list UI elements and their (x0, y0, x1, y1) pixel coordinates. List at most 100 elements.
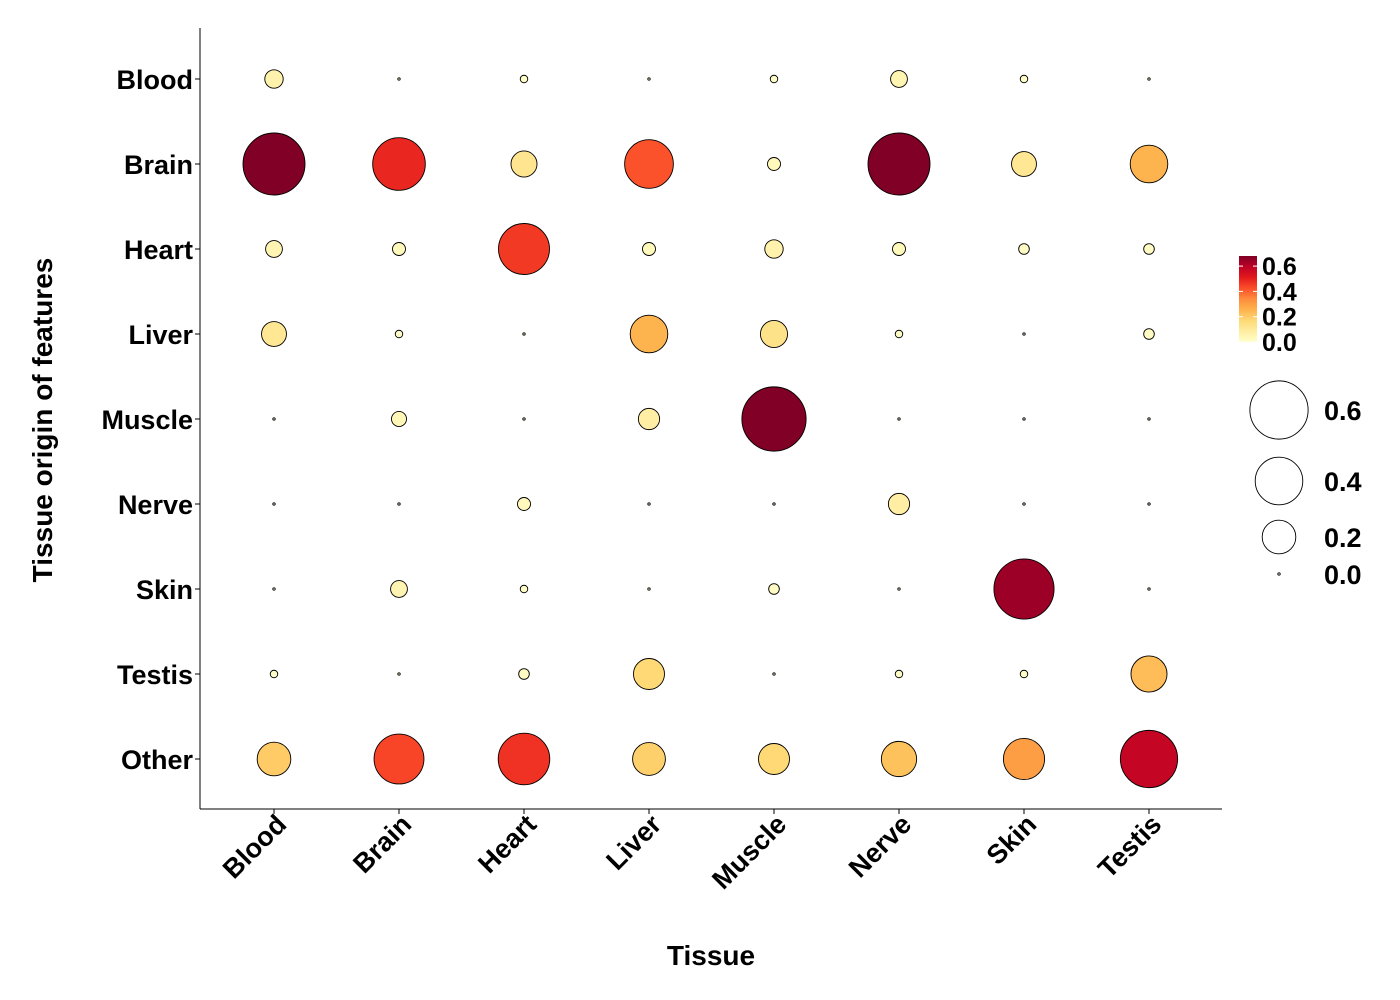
bubble-heart-brain (392, 242, 406, 256)
bubble-brain-blood (242, 132, 306, 196)
color-legend-label: 0.2 (1262, 304, 1297, 332)
x-tick-label: Blood (217, 809, 292, 884)
bubble-testis-nerve (894, 669, 904, 679)
bubble-muscle-testis (1147, 417, 1151, 421)
bubble-brain-brain (372, 137, 426, 191)
size-legend: 0.6 0.4 0.2 0.0 (1249, 380, 1362, 590)
bubble-nerve-heart (517, 497, 531, 511)
bubble-skin-nerve (897, 587, 901, 591)
bubble-other-liver (632, 742, 666, 776)
x-tick-label: Nerve (843, 809, 917, 883)
bubble-testis-heart (518, 668, 530, 680)
bubble-testis-muscle (772, 672, 776, 676)
bubble-nerve-liver (647, 502, 651, 506)
bubble-nerve-blood (272, 502, 276, 506)
bubble-other-skin (1002, 737, 1046, 781)
bubble-muscle-skin (1022, 417, 1026, 421)
bubble-liver-skin (1022, 332, 1026, 336)
color-legend-label: 0.6 (1262, 253, 1297, 281)
x-tick-label: Heart (472, 809, 542, 879)
bubble-nerve-muscle (772, 502, 776, 506)
bubble-brain-skin (1011, 151, 1037, 177)
size-legend-label: 0.0 (1324, 560, 1362, 590)
bubble-other-nerve (880, 740, 918, 778)
bubble-skin-heart (519, 584, 529, 594)
bubble-muscle-nerve (897, 417, 901, 421)
bubble-brain-heart (510, 150, 538, 178)
color-legend: 0.00.20.40.6 (1239, 253, 1297, 357)
x-tick-label: Skin (981, 809, 1043, 871)
bubble-blood-heart (519, 74, 529, 84)
y-tick-label: Heart (124, 235, 193, 265)
bubble-brain-liver (624, 139, 674, 189)
size-legend-circle (1277, 572, 1281, 576)
color-legend-label: 0.4 (1262, 278, 1297, 306)
bubble-blood-muscle (769, 74, 779, 84)
bubble-heart-skin (1018, 243, 1030, 255)
bubble-muscle-muscle (741, 386, 807, 452)
bubble-liver-liver (629, 314, 669, 354)
plot-area (242, 69, 1179, 789)
bubble-heart-liver (642, 242, 656, 256)
bubble-other-testis (1119, 729, 1179, 789)
bubble-blood-nerve (890, 70, 908, 88)
bubble-heart-testis (1143, 243, 1155, 255)
size-legend-label: 0.4 (1324, 467, 1362, 497)
y-tick-label: Muscle (101, 405, 193, 435)
bubble-testis-skin (1019, 669, 1029, 679)
bubble-nerve-testis (1147, 502, 1151, 506)
bubble-liver-brain (394, 329, 404, 339)
bubble-other-heart (497, 732, 551, 786)
color-legend-bar (1239, 256, 1257, 342)
bubble-heart-muscle (764, 239, 784, 259)
bubble-brain-testis (1129, 144, 1169, 184)
bubble-testis-testis (1130, 655, 1168, 693)
bubble-blood-brain (397, 77, 401, 81)
bubble-liver-muscle (760, 320, 789, 349)
x-tick-label: Muscle (706, 809, 792, 895)
y-tick-label: Skin (136, 575, 193, 605)
x-tick-label: Brain (347, 809, 417, 879)
y-tick-label: Testis (117, 660, 193, 690)
bubble-skin-liver (647, 587, 651, 591)
bubble-muscle-brain (391, 411, 407, 427)
y-axis-title: Tissue origin of features (27, 258, 58, 583)
bubble-liver-testis (1143, 328, 1155, 340)
y-tick-label: Blood (117, 65, 193, 95)
bubble-muscle-liver (637, 407, 661, 431)
size-legend-label: 0.6 (1324, 396, 1362, 426)
bubble-testis-liver (633, 658, 665, 690)
bubble-other-muscle (758, 743, 790, 775)
bubble-heart-heart (498, 223, 550, 275)
bubble-brain-nerve (867, 132, 931, 196)
x-axis-title: Tissue (667, 940, 755, 971)
bubble-other-brain (373, 733, 425, 785)
bubble-blood-testis (1147, 77, 1151, 81)
bubble-skin-testis (1147, 587, 1151, 591)
bubble-nerve-skin (1022, 502, 1026, 506)
bubble-blood-liver (647, 77, 651, 81)
bubble-other-blood (256, 741, 292, 777)
bubble-liver-blood (261, 321, 287, 347)
bubble-testis-brain (397, 672, 401, 676)
y-tick-label: Liver (128, 320, 193, 350)
y-tick-label: Nerve (118, 490, 193, 520)
bubble-skin-skin (993, 558, 1055, 620)
bubble-heart-nerve (892, 242, 906, 256)
bubble-nerve-nerve (887, 492, 911, 516)
bubble-heart-blood (265, 240, 283, 258)
size-legend-circle (1261, 519, 1297, 555)
color-legend-label: 0.0 (1262, 329, 1297, 357)
bubble-blood-blood (264, 69, 284, 89)
bubble-nerve-brain (397, 502, 401, 506)
bubble-muscle-heart (522, 417, 526, 421)
y-tick-label: Brain (124, 150, 193, 180)
bubble-blood-skin (1019, 74, 1029, 84)
bubble-liver-heart (522, 332, 526, 336)
size-legend-circle (1254, 456, 1304, 506)
bubble-muscle-blood (272, 417, 276, 421)
bubble-testis-blood (269, 669, 279, 679)
bubble-skin-blood (272, 587, 276, 591)
size-legend-label: 0.2 (1324, 523, 1362, 553)
